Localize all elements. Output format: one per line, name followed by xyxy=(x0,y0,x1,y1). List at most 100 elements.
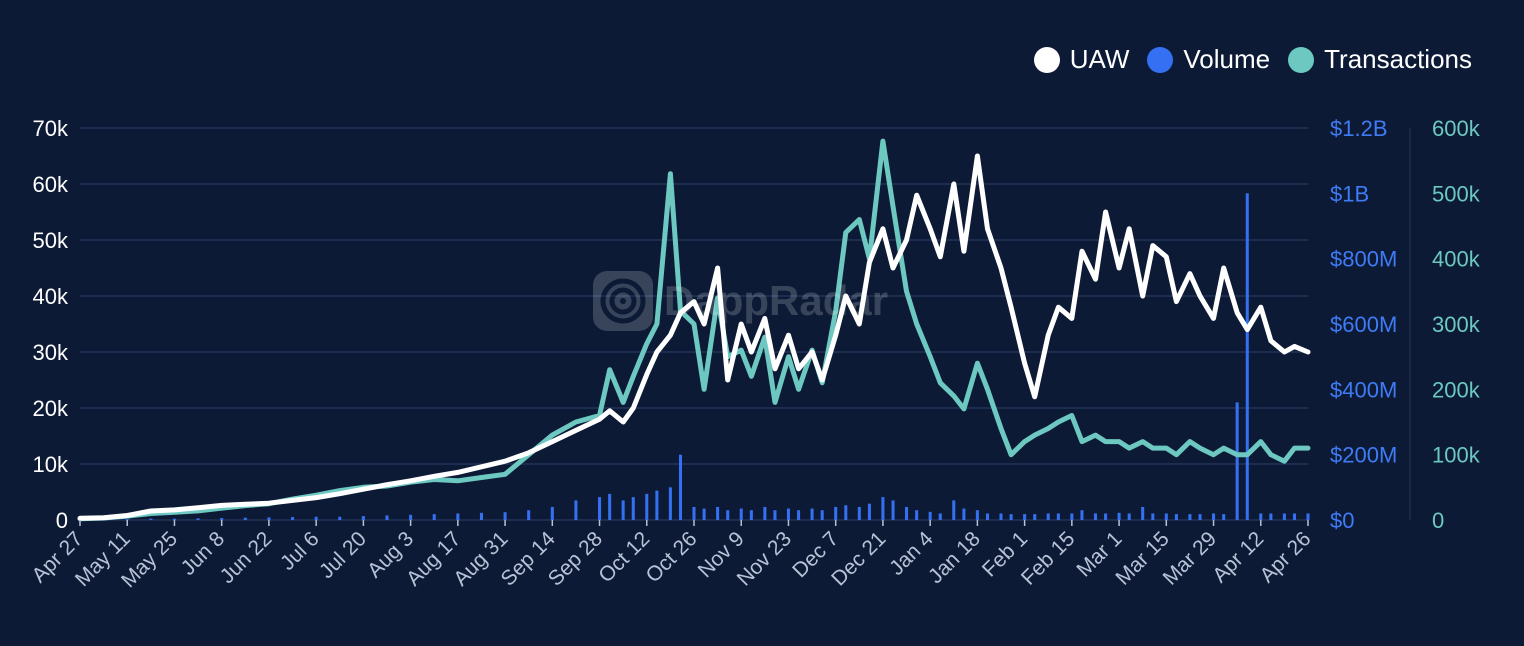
uaw-axis-tick-label: 10k xyxy=(33,452,69,477)
volume-bar xyxy=(844,505,848,520)
x-tick-label: Apr 12 xyxy=(1208,527,1268,587)
volume-bar xyxy=(1093,513,1097,520)
legend-item-uaw[interactable]: UAW xyxy=(1033,44,1129,75)
volume-bar xyxy=(621,500,625,520)
x-tick-label: Dec 21 xyxy=(827,527,890,590)
volume-axis: $0 $200M $400M $600M $800M $1B $1.2B xyxy=(1330,116,1397,533)
x-tick-label: Apr 26 xyxy=(1256,527,1316,587)
volume-bar xyxy=(1174,514,1178,520)
volume-bar xyxy=(527,510,531,520)
volume-bar xyxy=(1009,514,1013,520)
volume-bar xyxy=(1292,513,1297,520)
legend-item-volume[interactable]: Volume xyxy=(1147,44,1270,75)
volume-bar xyxy=(1164,513,1168,520)
volume-bar xyxy=(220,518,224,520)
volume-axis-tick-label: $600M xyxy=(1330,312,1397,337)
volume-bar xyxy=(1033,514,1037,520)
volume-bar xyxy=(314,516,318,520)
volume-bar xyxy=(952,500,956,520)
volume-bar xyxy=(361,516,365,520)
volume-bar xyxy=(550,506,554,520)
volume-bar xyxy=(1222,514,1226,520)
volume-bar xyxy=(938,513,942,520)
transactions-axis: 0 100k 200k 300k 400k 500k 600k xyxy=(1409,116,1481,533)
volume-bar xyxy=(1127,513,1131,520)
volume-bar xyxy=(962,508,966,520)
legend-item-transactions[interactable]: Transactions xyxy=(1288,44,1472,75)
volume-bar xyxy=(975,510,979,520)
volume-bar xyxy=(267,517,271,520)
volume-bar xyxy=(125,519,129,520)
volume-bar xyxy=(867,503,871,520)
x-tick-label: Oct 26 xyxy=(642,527,702,587)
uaw-axis-tick-label: 20k xyxy=(33,396,69,421)
volume-axis-tick-label: $200M xyxy=(1330,443,1397,468)
uaw-axis-tick-label: 60k xyxy=(33,172,69,197)
volume-bar xyxy=(915,510,919,520)
transactions-swatch-icon xyxy=(1288,46,1315,73)
volume-axis-tick-label: $1.2B xyxy=(1330,116,1388,141)
volume-bar xyxy=(479,512,483,520)
uaw-axis-tick-label: 30k xyxy=(33,340,69,365)
volume-bar xyxy=(409,514,413,520)
volume-bar xyxy=(1259,513,1263,520)
volume-axis-tick-label: $0 xyxy=(1330,508,1354,533)
volume-bar xyxy=(820,510,824,520)
transactions-axis-tick-label: 100k xyxy=(1432,443,1481,468)
volume-bar xyxy=(773,510,777,520)
uaw-swatch-icon xyxy=(1033,46,1060,73)
volume-bar xyxy=(598,497,602,520)
volume-bar xyxy=(881,497,885,520)
volume-bar xyxy=(726,510,730,520)
volume-bar xyxy=(891,500,895,520)
volume-bar xyxy=(608,493,612,520)
transactions-axis-tick-label: 300k xyxy=(1432,312,1481,337)
x-tick-label: Nov 23 xyxy=(733,527,796,590)
watermark-text: DappRadar xyxy=(664,277,889,324)
volume-bar xyxy=(196,518,200,520)
volume-bar xyxy=(1282,513,1286,520)
legend-label-transactions: Transactions xyxy=(1324,44,1472,74)
volume-bar xyxy=(834,506,838,520)
volume-bar xyxy=(574,500,578,520)
volume-bar xyxy=(645,493,649,520)
volume-bar xyxy=(985,513,990,520)
x-tick-label: Jan 18 xyxy=(924,527,985,588)
volume-bar xyxy=(1198,514,1202,520)
volume-bar xyxy=(1117,512,1121,520)
transactions-axis-tick-label: 400k xyxy=(1432,247,1481,272)
watermark: DappRadar xyxy=(592,270,888,332)
volume-bar xyxy=(739,508,743,520)
volume-bar xyxy=(1104,513,1108,520)
volume-bar xyxy=(1046,513,1050,520)
volume-bar xyxy=(1269,513,1273,520)
uaw-axis-tick-label: 70k xyxy=(33,116,69,141)
volume-bar xyxy=(1151,513,1155,520)
volume-bar xyxy=(1306,513,1310,520)
volume-bar xyxy=(385,515,389,520)
volume-bar xyxy=(1070,513,1074,520)
transactions-axis-tick-label: 200k xyxy=(1432,377,1481,402)
volume-bar xyxy=(1141,506,1145,520)
uaw-series-line xyxy=(77,153,1311,521)
volume-bar xyxy=(999,513,1003,520)
transactions-axis-tick-label: 500k xyxy=(1432,181,1481,206)
transactions-axis-tick-label: 0 xyxy=(1432,508,1444,533)
volume-bar xyxy=(786,508,790,520)
volume-bar xyxy=(1212,513,1216,520)
volume-axis-tick-label: $1B xyxy=(1330,181,1369,206)
volume-bar xyxy=(716,506,720,520)
volume-bar xyxy=(631,497,635,520)
volume-bar xyxy=(857,506,861,520)
volume-bar xyxy=(243,517,247,520)
x-tick-label: Oct 12 xyxy=(594,527,654,587)
volume-swatch-icon xyxy=(1147,46,1174,73)
legend-label-volume: Volume xyxy=(1183,44,1271,74)
volume-bar xyxy=(172,518,176,520)
volume-bar xyxy=(749,510,753,520)
volume-bar xyxy=(928,511,932,520)
volume-bar xyxy=(1080,510,1084,520)
x-tick-label: Mar 29 xyxy=(1159,527,1221,589)
